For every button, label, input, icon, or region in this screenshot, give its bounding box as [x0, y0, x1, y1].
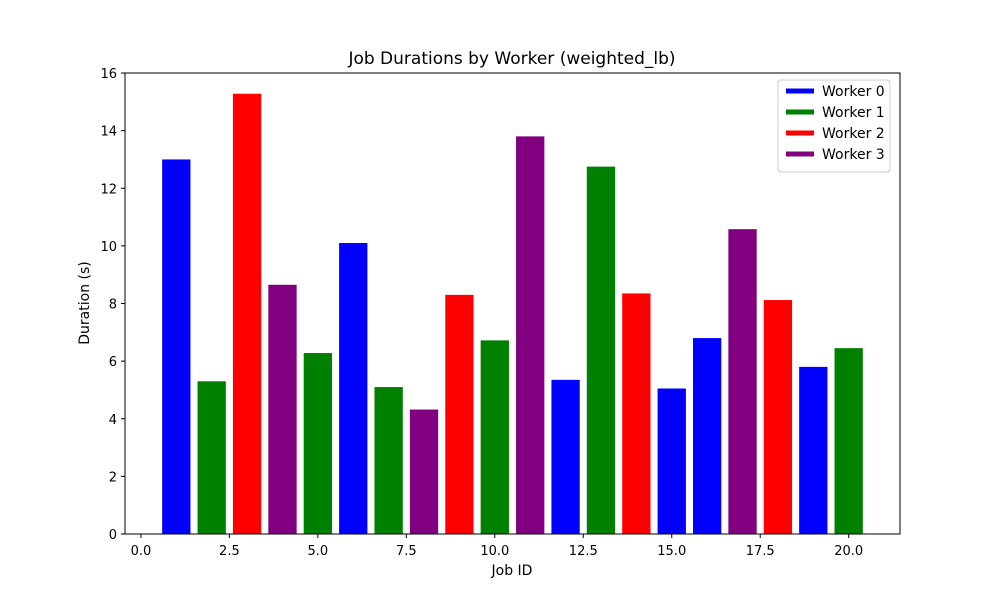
bar-job-19	[799, 366, 828, 534]
legend-label: Worker 3	[822, 147, 885, 163]
bar-job-12	[551, 379, 580, 534]
x-tick-label: 2.5	[219, 544, 240, 559]
x-tick-label: 5.0	[308, 544, 329, 559]
bar-job-7	[374, 387, 403, 534]
bar-job-2	[197, 381, 226, 534]
x-tick-label: 17.5	[746, 544, 775, 559]
y-axis-label: Duration (s)	[77, 261, 93, 344]
bar-job-8	[409, 409, 439, 534]
legend: Worker 0 Worker 1 Worker 2 Worker 3	[777, 79, 891, 173]
y-tick-label: 12	[100, 182, 117, 197]
y-tick-label: 0	[109, 528, 117, 543]
bar-job-14	[622, 293, 651, 534]
y-tick-label: 14	[100, 125, 117, 140]
bar-job-4	[268, 284, 297, 534]
y-tick-label: 8	[109, 298, 117, 313]
x-axis-label: Job ID	[491, 563, 533, 579]
x-axis-ticks: 0.0 2.5 5.0 7.5 10.0 12.5 15.0 17.5 20.0	[131, 534, 863, 559]
y-tick-label: 6	[109, 355, 117, 370]
legend-label: Worker 1	[822, 105, 885, 121]
y-tick-label: 2	[109, 470, 117, 485]
y-tick-label: 16	[100, 67, 117, 82]
x-tick-label: 10.0	[480, 544, 509, 559]
bar-job-15	[657, 388, 686, 534]
x-tick-label: 20.0	[834, 544, 863, 559]
legend-box	[777, 79, 891, 173]
bar-job-1	[162, 159, 191, 534]
x-tick-label: 12.5	[569, 544, 598, 559]
bar-job-10	[480, 340, 509, 534]
chart-title: Job Durations by Worker (weighted_lb)	[347, 49, 675, 69]
bar-job-13	[586, 166, 616, 534]
bar-job-16	[692, 338, 722, 534]
y-tick-label: 10	[100, 240, 117, 255]
y-axis-ticks: 0 2 4 6 8 10 12 14 16	[100, 67, 125, 543]
bar-job-11	[516, 136, 545, 534]
bar-job-17	[728, 229, 757, 534]
bar-job-20	[834, 348, 863, 534]
bars-group	[162, 93, 863, 535]
legend-label: Worker 2	[822, 126, 885, 142]
bar-job-5	[303, 353, 333, 534]
bar-job-18	[763, 300, 793, 534]
bar-job-3	[232, 93, 262, 535]
x-tick-label: 0.0	[131, 544, 152, 559]
y-tick-label: 4	[109, 413, 117, 428]
legend-label: Worker 0	[822, 84, 885, 100]
bar-job-9	[445, 294, 474, 534]
x-tick-label: 15.0	[657, 544, 686, 559]
x-tick-label: 7.5	[396, 544, 417, 559]
bar-job-6	[339, 242, 368, 534]
